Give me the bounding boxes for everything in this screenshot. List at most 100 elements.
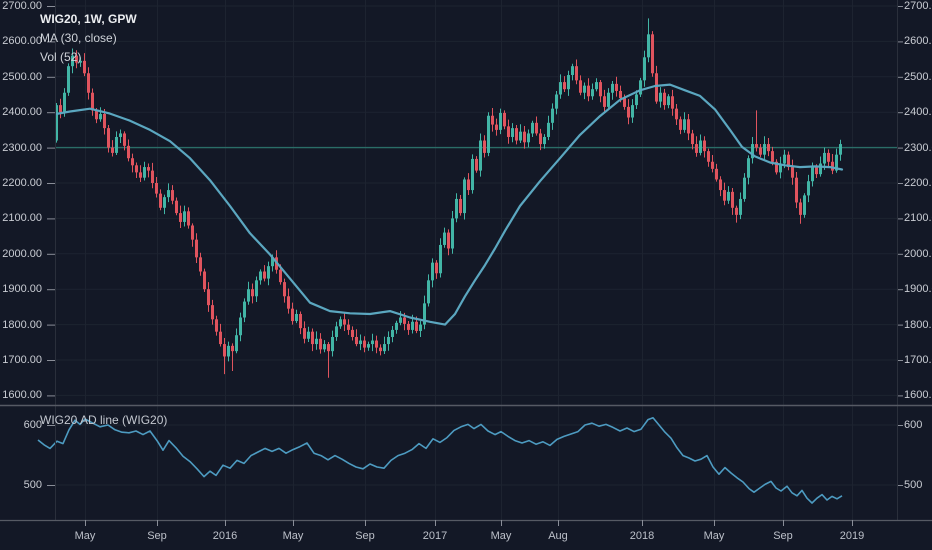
candle-body — [715, 168, 718, 180]
candle-body — [343, 319, 346, 325]
candle-body — [835, 154, 838, 171]
candle-body — [519, 131, 522, 141]
candle-body — [767, 144, 770, 152]
candle-body — [263, 271, 266, 279]
candle-body — [183, 211, 186, 222]
candle-body — [371, 340, 374, 345]
candle-body — [215, 319, 218, 332]
candle-body — [91, 92, 94, 111]
candle-body — [75, 55, 78, 63]
candle-body — [347, 324, 350, 330]
candle-body — [131, 158, 134, 166]
symbol-title[interactable]: WIG20, 1W, GPW — [40, 12, 137, 26]
candle-body — [71, 55, 74, 67]
candle-body — [679, 119, 682, 130]
candle-body — [615, 83, 618, 91]
candle-body — [647, 34, 650, 58]
candle-body — [331, 336, 334, 352]
candle-body — [795, 177, 798, 203]
candle-body — [227, 345, 230, 357]
candle-body — [763, 144, 766, 155]
candle-body — [547, 122, 550, 137]
candle-body — [567, 75, 570, 90]
candle-body — [627, 106, 630, 118]
candle-body — [703, 140, 706, 152]
candle-body — [135, 165, 138, 173]
candle-body — [87, 73, 90, 93]
candle-body — [59, 105, 62, 113]
candle-body — [271, 257, 274, 267]
candle-body — [643, 57, 646, 81]
candle-body — [387, 336, 390, 345]
candle-body — [495, 124, 498, 130]
candle-body — [95, 110, 98, 120]
candle-body — [563, 82, 566, 90]
ad-line-path — [37, 417, 843, 504]
candle-body — [235, 335, 238, 352]
candle-body — [323, 344, 326, 350]
candle-body — [167, 190, 170, 198]
vol-indicator-label[interactable]: Vol (52) — [40, 50, 82, 64]
candle-body — [471, 158, 474, 191]
candle-body — [527, 133, 530, 143]
candle-body — [251, 289, 254, 297]
candle-body — [639, 80, 642, 95]
candle-body — [395, 322, 398, 330]
candle-body — [259, 271, 262, 281]
candlestick-series — [55, 18, 842, 378]
candle-body — [555, 94, 558, 109]
candle-body — [755, 144, 758, 148]
candle-body — [719, 179, 722, 191]
candle-body — [335, 326, 338, 337]
candle-body — [55, 105, 58, 141]
candle-body — [223, 344, 226, 357]
candle-body — [623, 98, 626, 107]
candle-body — [315, 338, 318, 345]
candle-body — [655, 73, 658, 102]
candle-body — [203, 271, 206, 290]
candle-body — [487, 115, 490, 153]
candle-body — [727, 191, 730, 201]
panel-borders — [0, 0, 932, 522]
candle-body — [663, 92, 666, 106]
candle-body — [231, 345, 234, 352]
candle-body — [591, 89, 594, 97]
candle-body — [771, 151, 774, 162]
candle-body — [247, 289, 250, 302]
candle-body — [339, 319, 342, 327]
candle-body — [155, 183, 158, 194]
candle-body — [151, 170, 154, 183]
ma-indicator-label[interactable]: MA (30, close) — [40, 31, 117, 45]
candle-body — [619, 90, 622, 99]
candle-body — [83, 60, 86, 74]
candle-body — [439, 244, 442, 274]
candle-body — [559, 82, 562, 95]
candle-body — [667, 96, 670, 106]
candle-body — [111, 147, 114, 153]
candle-body — [307, 331, 310, 339]
candle-body — [823, 152, 826, 164]
candle-body — [743, 177, 746, 199]
candle-body — [459, 198, 462, 214]
candle-body — [707, 151, 710, 162]
axis-tick-marks — [47, 6, 903, 526]
candle-body — [831, 161, 834, 171]
candle-body — [159, 193, 162, 208]
candle-body — [127, 145, 130, 159]
candle-body — [287, 296, 290, 309]
candle-body — [751, 144, 754, 159]
candle-body — [179, 213, 182, 222]
candle-body — [79, 60, 82, 63]
candle-body — [207, 289, 210, 306]
candle-body — [675, 108, 678, 120]
ad-panel-legend[interactable]: WIG20 AD line (WIG20) — [40, 413, 168, 427]
candle-body — [583, 85, 586, 93]
candle-body — [659, 92, 662, 102]
candle-body — [827, 152, 830, 162]
candle-body — [427, 280, 430, 304]
candle-body — [531, 122, 534, 134]
candle-body — [415, 321, 418, 331]
candle-body — [603, 96, 606, 107]
